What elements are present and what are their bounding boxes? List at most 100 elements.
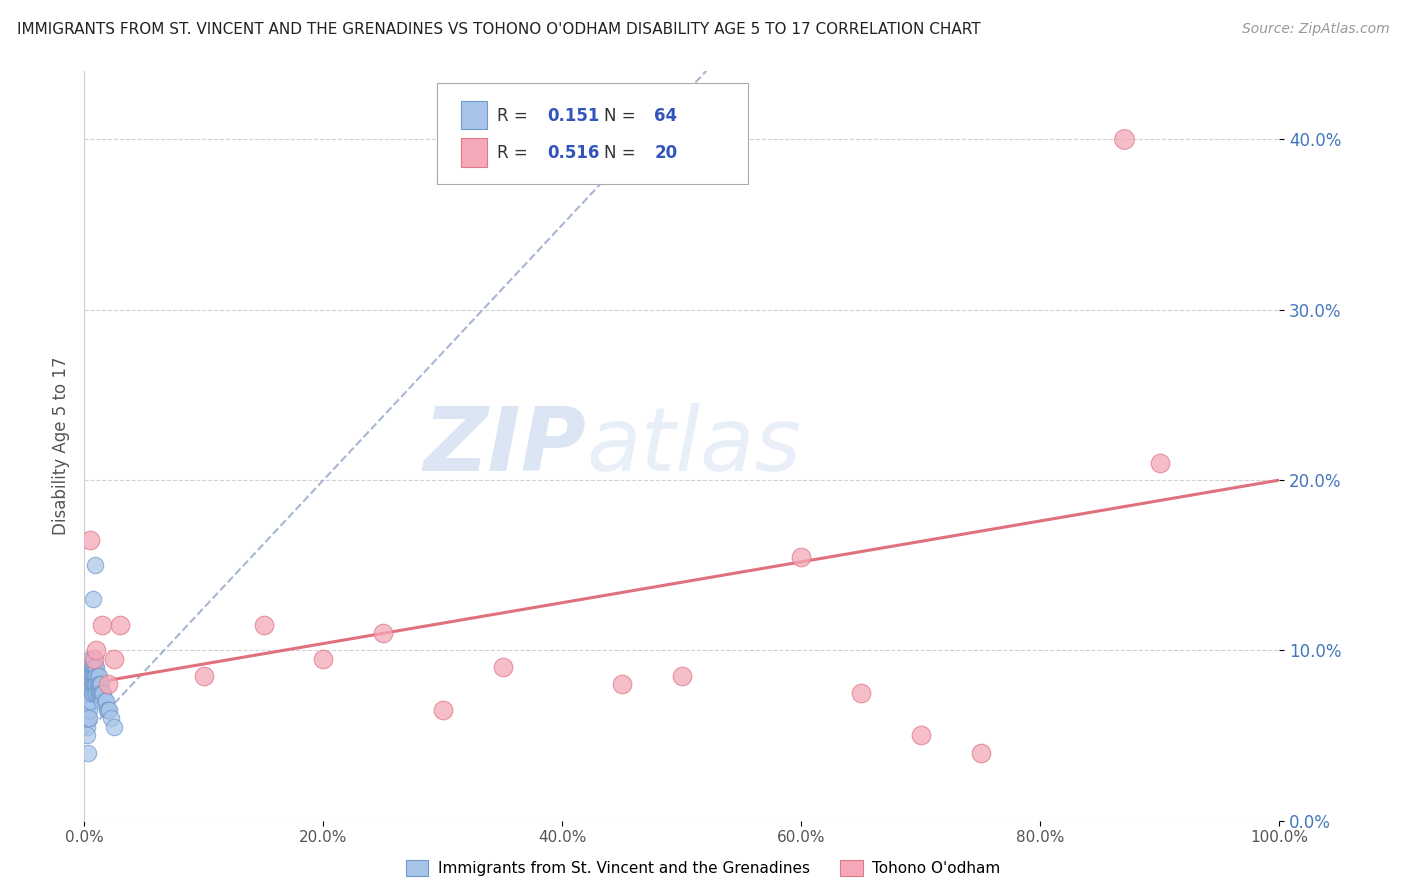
Point: [82, 669, 104, 683]
Point: [79, 660, 101, 674]
Point: [80, 669, 103, 683]
Point: [79, 694, 101, 708]
Point: [253, 617, 276, 632]
FancyBboxPatch shape: [461, 101, 486, 129]
Point: [90, 677, 112, 691]
Point: [80, 686, 103, 700]
Point: [90, 686, 112, 700]
Y-axis label: Disability Age 5 to 17: Disability Age 5 to 17: [52, 357, 70, 535]
Point: [79, 533, 101, 547]
Point: [75, 711, 97, 725]
Point: [83, 652, 105, 666]
Point: [76, 703, 98, 717]
Point: [82, 592, 104, 607]
Text: R =: R =: [496, 106, 533, 125]
Point: [84, 669, 107, 683]
Point: [86, 686, 108, 700]
Point: [83, 677, 105, 691]
Text: R =: R =: [496, 144, 533, 162]
Point: [671, 669, 693, 683]
Text: atlas: atlas: [586, 403, 801, 489]
Point: [77, 711, 100, 725]
Point: [1114, 132, 1136, 146]
Point: [86, 677, 108, 691]
Point: [87, 677, 110, 691]
Point: [312, 652, 335, 666]
Point: [96, 703, 118, 717]
Point: [110, 617, 132, 632]
Point: [851, 686, 873, 700]
Point: [77, 660, 100, 674]
Point: [77, 746, 100, 760]
Point: [77, 711, 100, 725]
Point: [93, 694, 115, 708]
Text: Source: ZipAtlas.com: Source: ZipAtlas.com: [1241, 22, 1389, 37]
Point: [80, 677, 103, 691]
Point: [86, 677, 108, 691]
Point: [86, 669, 108, 683]
Point: [86, 643, 108, 657]
Text: N =: N =: [605, 144, 641, 162]
Point: [97, 703, 120, 717]
Point: [193, 669, 215, 683]
Text: ZIP: ZIP: [423, 402, 586, 490]
Point: [79, 652, 101, 666]
Point: [77, 703, 100, 717]
Point: [75, 677, 97, 691]
Point: [79, 669, 101, 683]
Point: [970, 746, 993, 760]
Point: [77, 677, 100, 691]
Point: [87, 686, 110, 700]
Point: [91, 686, 114, 700]
Point: [83, 669, 105, 683]
Point: [910, 729, 932, 743]
Point: [76, 694, 98, 708]
Point: [373, 626, 395, 640]
Point: [86, 669, 108, 683]
FancyBboxPatch shape: [437, 83, 748, 184]
Point: [84, 686, 107, 700]
Point: [91, 617, 114, 632]
Point: [86, 660, 108, 674]
Point: [87, 669, 110, 683]
Point: [103, 652, 125, 666]
Point: [86, 686, 108, 700]
Point: [93, 686, 115, 700]
Point: [612, 677, 634, 691]
Point: [83, 660, 105, 674]
Point: [79, 677, 101, 691]
Point: [432, 703, 454, 717]
Point: [97, 677, 120, 691]
Point: [103, 720, 125, 734]
Point: [76, 729, 98, 743]
Point: [790, 549, 813, 564]
Point: [82, 677, 104, 691]
Point: [82, 686, 104, 700]
Text: 0.516: 0.516: [547, 144, 599, 162]
Point: [94, 694, 117, 708]
Legend: Immigrants from St. Vincent and the Grenadines, Tohono O'odham: Immigrants from St. Vincent and the Gren…: [399, 855, 1007, 882]
Point: [89, 686, 111, 700]
Point: [80, 660, 103, 674]
Text: 0.151: 0.151: [547, 106, 599, 125]
FancyBboxPatch shape: [461, 138, 486, 167]
Point: [77, 686, 100, 700]
Point: [82, 660, 104, 674]
Point: [89, 677, 111, 691]
Point: [77, 686, 100, 700]
Point: [76, 720, 98, 734]
Point: [77, 669, 100, 683]
Text: 20: 20: [654, 144, 678, 162]
Point: [84, 677, 107, 691]
Point: [91, 694, 114, 708]
Point: [1149, 456, 1171, 470]
Point: [492, 660, 515, 674]
Point: [98, 703, 121, 717]
Text: 64: 64: [654, 106, 678, 125]
Point: [83, 652, 105, 666]
Point: [84, 660, 107, 674]
Text: IMMIGRANTS FROM ST. VINCENT AND THE GRENADINES VS TOHONO O'ODHAM DISABILITY AGE : IMMIGRANTS FROM ST. VINCENT AND THE GREN…: [17, 22, 980, 37]
Point: [84, 558, 107, 573]
Text: N =: N =: [605, 106, 641, 125]
Point: [77, 694, 100, 708]
